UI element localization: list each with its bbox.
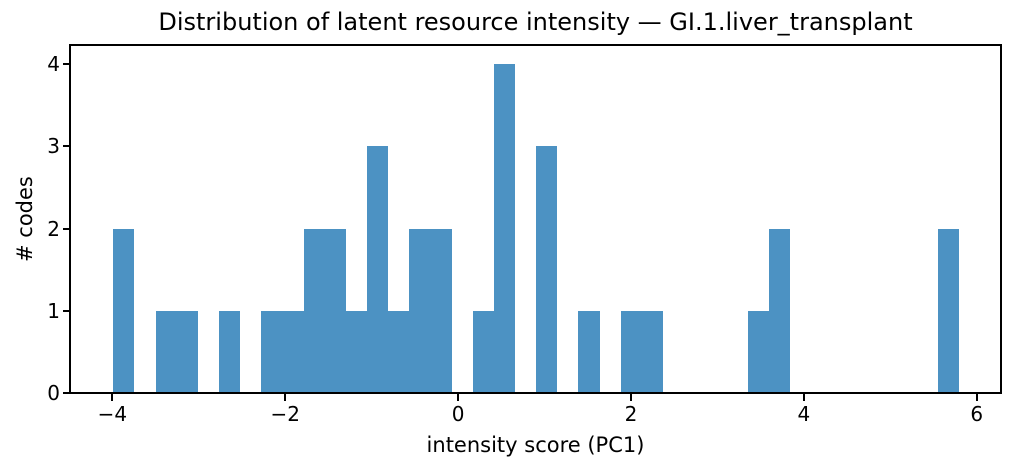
y-tick-label: 3 <box>47 134 60 159</box>
histogram-bar <box>578 310 600 393</box>
histogram-bar <box>937 228 959 393</box>
x-axis-label: intensity score (PC1) <box>426 433 645 457</box>
histogram-bar <box>768 228 790 393</box>
histogram-bar <box>155 310 177 393</box>
y-tick-label: 0 <box>47 381 60 405</box>
y-tick-mark <box>63 63 70 66</box>
histogram-bar <box>345 310 367 393</box>
histogram-bar <box>113 228 135 393</box>
y-tick-mark <box>63 145 70 148</box>
x-tick-mark <box>111 394 114 401</box>
histogram-bar <box>747 310 769 393</box>
histogram-bar <box>620 310 642 393</box>
histogram-bar <box>536 146 558 393</box>
histogram-bar <box>366 146 389 393</box>
x-tick-label: −4 <box>97 402 128 426</box>
histogram-bar <box>176 310 198 393</box>
histogram-bar <box>641 310 663 393</box>
x-tick-label: 6 <box>970 402 984 426</box>
x-tick-label: −2 <box>270 402 300 426</box>
y-tick-label: 4 <box>47 52 60 77</box>
x-tick-label: 0 <box>451 402 465 426</box>
histogram-bar <box>409 228 431 393</box>
y-tick-mark <box>63 227 70 230</box>
chart-title: Distribution of latent resource intensit… <box>158 8 913 36</box>
y-tick-mark <box>63 309 70 312</box>
histogram-bar <box>430 228 452 393</box>
x-tick-mark <box>457 394 460 401</box>
x-tick-mark <box>284 394 287 401</box>
x-tick-mark <box>630 394 633 401</box>
x-tick-mark <box>975 394 978 401</box>
histogram-bar <box>324 228 346 393</box>
histogram-bar <box>261 310 283 393</box>
y-tick-label: 1 <box>47 298 60 323</box>
y-tick-mark <box>63 392 70 394</box>
y-tick-label: 2 <box>47 216 60 241</box>
histogram-bar <box>388 310 410 393</box>
histogram-bar <box>218 310 241 393</box>
x-tick-label: 4 <box>797 402 811 426</box>
histogram-bar <box>303 228 325 393</box>
histogram-bar <box>472 310 494 393</box>
histogram-bar <box>282 310 304 393</box>
x-tick-label: 2 <box>624 402 638 426</box>
x-tick-mark <box>802 394 805 401</box>
histogram-bar <box>493 64 515 393</box>
